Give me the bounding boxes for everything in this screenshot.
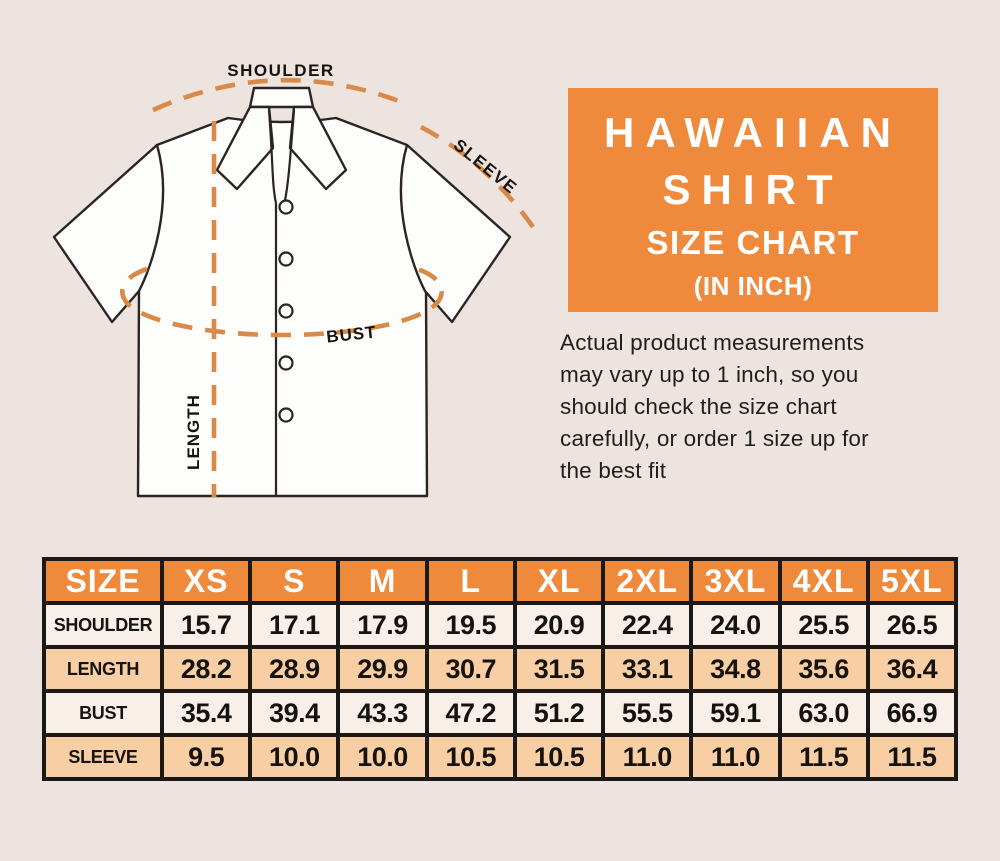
size-column-header: SIZE	[42, 557, 164, 605]
column-header: M	[336, 557, 429, 605]
size-value-cell: 11.5	[777, 733, 870, 781]
column-header: 2XL	[601, 557, 694, 605]
size-value-cell: 30.7	[424, 645, 517, 693]
shirt-left-sleeve	[52, 143, 165, 324]
size-value-cell: 29.9	[336, 645, 429, 693]
size-table: SIZE XS S M L XL 2XL 3XL 4XL 5XL SHOULDER 15.7 17.1 1…	[42, 557, 959, 781]
sleeve-label: SLEEVE	[450, 135, 521, 198]
title-line-2: SHIRT	[662, 166, 844, 213]
row-label: LENGTH	[42, 645, 164, 693]
size-value-cell: 43.3	[336, 689, 429, 737]
size-value-cell: 28.2	[159, 645, 253, 693]
button	[278, 303, 294, 319]
column-header: XL	[512, 557, 606, 605]
collar-left-leaf	[215, 105, 275, 191]
table-row: BUST 35.4 39.4 43.3 47.2 51.2 55.5 59.1 63.0 66.9	[42, 689, 959, 737]
row-label: SHOULDER	[42, 601, 164, 649]
size-value-cell: 34.8	[689, 645, 782, 693]
table-row: SLEEVE 9.5 10.0 10.0 10.5 10.5 11.0 11.0 11.5 11.…	[42, 733, 959, 781]
size-value-cell: 10.5	[424, 733, 517, 781]
size-value-cell: 35.4	[159, 689, 253, 737]
size-value-cell: 11.0	[689, 733, 782, 781]
size-value-cell: 33.1	[601, 645, 694, 693]
collar-right-leaf	[288, 105, 348, 191]
button	[278, 355, 294, 371]
size-value-cell: 9.5	[159, 733, 253, 781]
shoulder-label: SHOULDER	[227, 61, 334, 80]
row-label: BUST	[42, 689, 164, 737]
size-value-cell: 51.2	[512, 689, 606, 737]
collar-band	[248, 86, 315, 109]
size-value-cell: 39.4	[248, 689, 341, 737]
size-value-cell: 26.5	[865, 601, 959, 649]
shirt-diagram: SHOULDER SLEEVE BUST LENGTH	[52, 61, 535, 498]
note-text: Actual product measurements may vary up …	[560, 330, 869, 483]
size-value-cell: 36.4	[865, 645, 959, 693]
size-value-cell: 31.5	[512, 645, 606, 693]
size-value-cell: 11.0	[601, 733, 694, 781]
size-value-cell: 11.5	[865, 733, 959, 781]
title-box: HAWAIIAN SHIRT SIZE CHART (IN INCH)	[568, 88, 938, 312]
button	[278, 251, 294, 267]
column-header: S	[248, 557, 341, 605]
table-row: SHOULDER 15.7 17.1 17.9 19.5 20.9 22.4 24.0 25.5…	[42, 601, 959, 649]
size-value-cell: 10.0	[336, 733, 429, 781]
column-header: 5XL	[865, 557, 959, 605]
length-label: LENGTH	[184, 394, 203, 470]
title-subtitle: SIZE CHART	[646, 224, 860, 261]
row-label: SLEEVE	[42, 733, 164, 781]
table-row: LENGTH 28.2 28.9 29.9 30.7 31.5 33.1 34.8 35.6 36…	[42, 645, 959, 693]
size-value-cell: 10.5	[512, 733, 606, 781]
size-value-cell: 19.5	[424, 601, 517, 649]
title-line-1: HAWAIIAN	[604, 109, 902, 156]
shirt-right-sleeve	[399, 143, 512, 324]
size-value-cell: 28.9	[248, 645, 341, 693]
size-value-cell: 35.6	[777, 645, 870, 693]
size-value-cell: 25.5	[777, 601, 870, 649]
size-value-cell: 17.9	[336, 601, 429, 649]
size-value-cell: 15.7	[159, 601, 253, 649]
neckline	[267, 109, 296, 204]
size-value-cell: 10.0	[248, 733, 341, 781]
shoulder-dash-line	[152, 77, 410, 113]
column-header: L	[424, 557, 517, 605]
size-value-cell: 20.9	[512, 601, 606, 649]
size-value-cell: 24.0	[689, 601, 782, 649]
size-value-cell: 66.9	[865, 689, 959, 737]
size-value-cell: 55.5	[601, 689, 694, 737]
bust-dash-line	[120, 266, 444, 338]
size-value-cell: 59.1	[689, 689, 782, 737]
column-header: XS	[159, 557, 253, 605]
size-value-cell: 22.4	[601, 601, 694, 649]
sleeve-dash-line	[419, 124, 535, 229]
size-value-cell: 47.2	[424, 689, 517, 737]
size-value-cell: 63.0	[777, 689, 870, 737]
size-value-cell: 17.1	[248, 601, 341, 649]
column-header: 4XL	[777, 557, 870, 605]
button	[278, 199, 294, 215]
button	[278, 407, 294, 423]
header-row: SIZE XS S M L XL 2XL 3XL 4XL 5XL	[42, 557, 959, 605]
buttons	[278, 199, 294, 423]
column-header: 3XL	[689, 557, 782, 605]
title-unit-note: (IN INCH)	[693, 271, 813, 301]
